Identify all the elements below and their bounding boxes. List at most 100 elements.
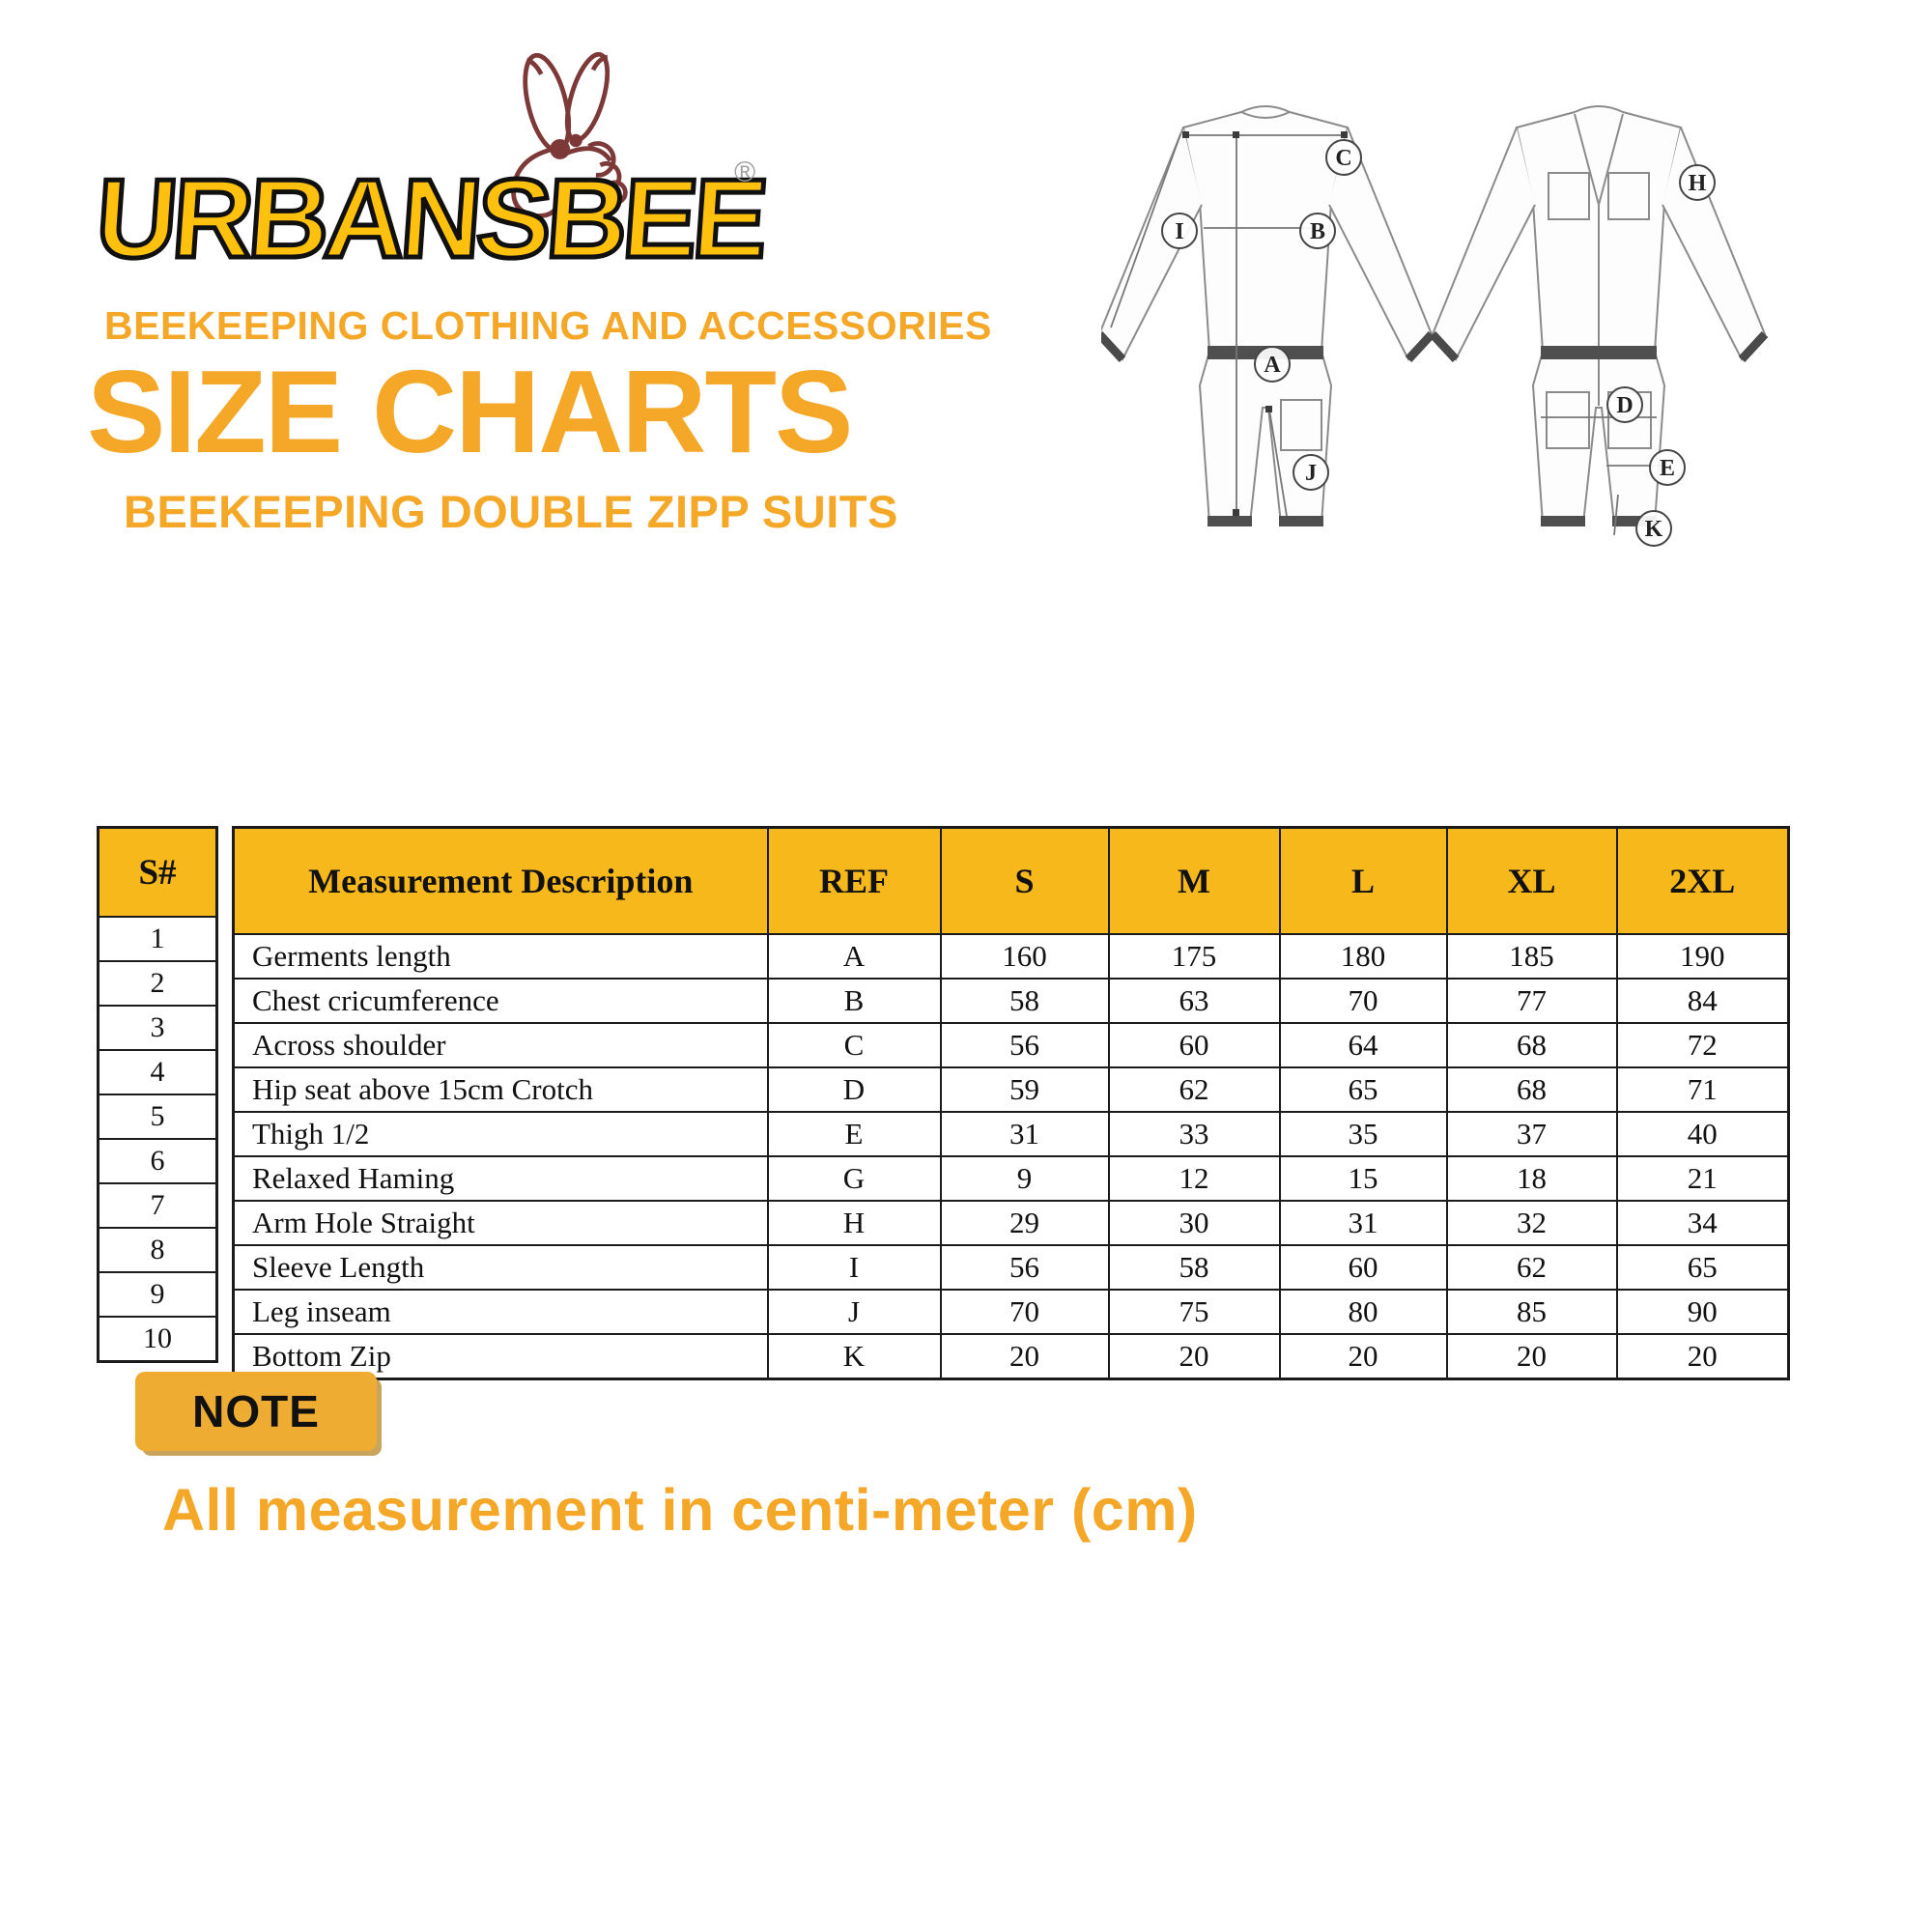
- serial-cell: 7: [97, 1182, 218, 1229]
- note-label: NOTE: [192, 1386, 320, 1436]
- size-value-cell: 68: [1445, 1022, 1618, 1068]
- size-value-cell: 31: [1278, 1200, 1448, 1246]
- page-subtitle: BEEKEEPING DOUBLE ZIPP SUITS: [124, 486, 898, 537]
- measurement-label-D: D: [1606, 386, 1643, 423]
- size-value-cell: 40: [1615, 1111, 1790, 1157]
- size-value-cell: 20: [939, 1333, 1110, 1380]
- serial-cell: 4: [97, 1049, 218, 1095]
- size-value-cell: 190: [1615, 933, 1790, 980]
- size-value-cell: 71: [1615, 1066, 1790, 1113]
- table-row: Bottom Zip K 20 20 20 20 20: [232, 1333, 1790, 1380]
- size-value-cell: 34: [1615, 1200, 1790, 1246]
- measurement-label-B: B: [1299, 213, 1336, 249]
- size-value-cell: 33: [1107, 1111, 1281, 1157]
- size-value-cell: 85: [1445, 1289, 1618, 1335]
- note-badge: NOTE: [135, 1372, 377, 1451]
- ref-cell: D: [766, 1066, 942, 1113]
- serial-cell: 8: [97, 1227, 218, 1273]
- size-value-cell: 64: [1278, 1022, 1448, 1068]
- size-value-cell: 60: [1278, 1244, 1448, 1291]
- size-value-cell: 62: [1445, 1244, 1618, 1291]
- table-row: Hip seat above 15cm Crotch D 59 62 65 68…: [232, 1066, 1790, 1113]
- ref-cell: G: [766, 1155, 942, 1202]
- measurement-label-I: I: [1161, 213, 1198, 249]
- column-header-2xl: 2XL: [1615, 826, 1790, 935]
- measurement-label-H: H: [1679, 164, 1716, 201]
- size-value-cell: 35: [1278, 1111, 1448, 1157]
- size-value-cell: 59: [939, 1066, 1110, 1113]
- size-value-cell: 75: [1107, 1289, 1281, 1335]
- size-value-cell: 175: [1107, 933, 1281, 980]
- size-value-cell: 160: [939, 933, 1110, 980]
- size-value-cell: 20: [1278, 1333, 1448, 1380]
- ref-cell: J: [766, 1289, 942, 1335]
- size-value-cell: 62: [1107, 1066, 1281, 1113]
- table-row: 1: [97, 916, 218, 962]
- size-value-cell: 65: [1278, 1066, 1448, 1113]
- table-header-row: Measurement Description REF S M L XL 2XL: [232, 826, 1790, 935]
- size-value-cell: 70: [1278, 978, 1448, 1024]
- ref-cell: H: [766, 1200, 942, 1246]
- size-value-cell: 180: [1278, 933, 1448, 980]
- suit-diagram: C B I A J H D E K: [1101, 68, 1835, 609]
- measurement-description-cell: Bottom Zip: [232, 1333, 769, 1380]
- table-row: 4: [97, 1049, 218, 1095]
- table-row: 2: [97, 960, 218, 1007]
- size-value-cell: 65: [1615, 1244, 1790, 1291]
- suit-front-drawing: [1101, 105, 1435, 526]
- size-value-cell: 20: [1107, 1333, 1281, 1380]
- column-header-xl: XL: [1445, 826, 1618, 935]
- page-title: SIZE CHARTS: [87, 346, 853, 477]
- suit-back-drawing: [1429, 105, 1769, 536]
- ref-cell: K: [766, 1333, 942, 1380]
- serial-cell: 10: [97, 1316, 218, 1363]
- measurement-description-cell: Leg inseam: [232, 1289, 769, 1335]
- measurement-description-cell: Arm Hole Straight: [232, 1200, 769, 1246]
- table-row: Across shoulder C 56 60 64 68 72: [232, 1022, 1790, 1068]
- measurement-description-cell: Relaxed Haming: [232, 1155, 769, 1202]
- ref-cell: B: [766, 978, 942, 1024]
- column-header-ref: REF: [766, 826, 942, 935]
- size-value-cell: 37: [1445, 1111, 1618, 1157]
- table-row: 3: [97, 1005, 218, 1051]
- measurement-description-cell: Germents length: [232, 933, 769, 980]
- table-row: Chest cricumference B 58 63 70 77 84: [232, 978, 1790, 1024]
- measurement-description-cell: Across shoulder: [232, 1022, 769, 1068]
- size-value-cell: 12: [1107, 1155, 1281, 1202]
- table-row: 7: [97, 1182, 218, 1229]
- table-row: 6: [97, 1138, 218, 1184]
- table-row: 10: [97, 1316, 218, 1363]
- measurement-description-cell: Hip seat above 15cm Crotch: [232, 1066, 769, 1113]
- serial-cell: 2: [97, 960, 218, 1007]
- measurement-description-cell: Sleeve Length: [232, 1244, 769, 1291]
- size-value-cell: 185: [1445, 933, 1618, 980]
- size-value-cell: 20: [1445, 1333, 1618, 1380]
- size-value-cell: 77: [1445, 978, 1618, 1024]
- table-row: Arm Hole Straight H 29 30 31 32 34: [232, 1200, 1790, 1246]
- size-value-cell: 70: [939, 1289, 1110, 1335]
- size-value-cell: 9: [939, 1155, 1110, 1202]
- size-value-cell: 90: [1615, 1289, 1790, 1335]
- serial-header-cell: S#: [97, 826, 218, 918]
- size-value-cell: 56: [939, 1022, 1110, 1068]
- measurement-label-A: A: [1254, 346, 1291, 383]
- note-text: All measurement in centi-meter (cm): [162, 1477, 1198, 1543]
- size-value-cell: 60: [1107, 1022, 1281, 1068]
- measurement-label-K: K: [1635, 510, 1672, 547]
- ref-cell: E: [766, 1111, 942, 1157]
- size-value-cell: 72: [1615, 1022, 1790, 1068]
- ref-cell: A: [766, 933, 942, 980]
- size-value-cell: 20: [1615, 1333, 1790, 1380]
- table-row: Thigh 1/2 E 31 33 35 37 40: [232, 1111, 1790, 1157]
- column-header-s: S: [939, 826, 1110, 935]
- size-value-cell: 63: [1107, 978, 1281, 1024]
- table-row: Sleeve Length I 56 58 60 62 65: [232, 1244, 1790, 1291]
- measurement-description-cell: Thigh 1/2: [232, 1111, 769, 1157]
- size-value-cell: 68: [1445, 1066, 1618, 1113]
- measurement-label-E: E: [1649, 449, 1686, 486]
- ref-cell: I: [766, 1244, 942, 1291]
- size-value-cell: 56: [939, 1244, 1110, 1291]
- brand-tagline: BEEKEEPING CLOTHING AND ACCESSORIES: [104, 303, 992, 348]
- measurement-label-C: C: [1325, 139, 1362, 176]
